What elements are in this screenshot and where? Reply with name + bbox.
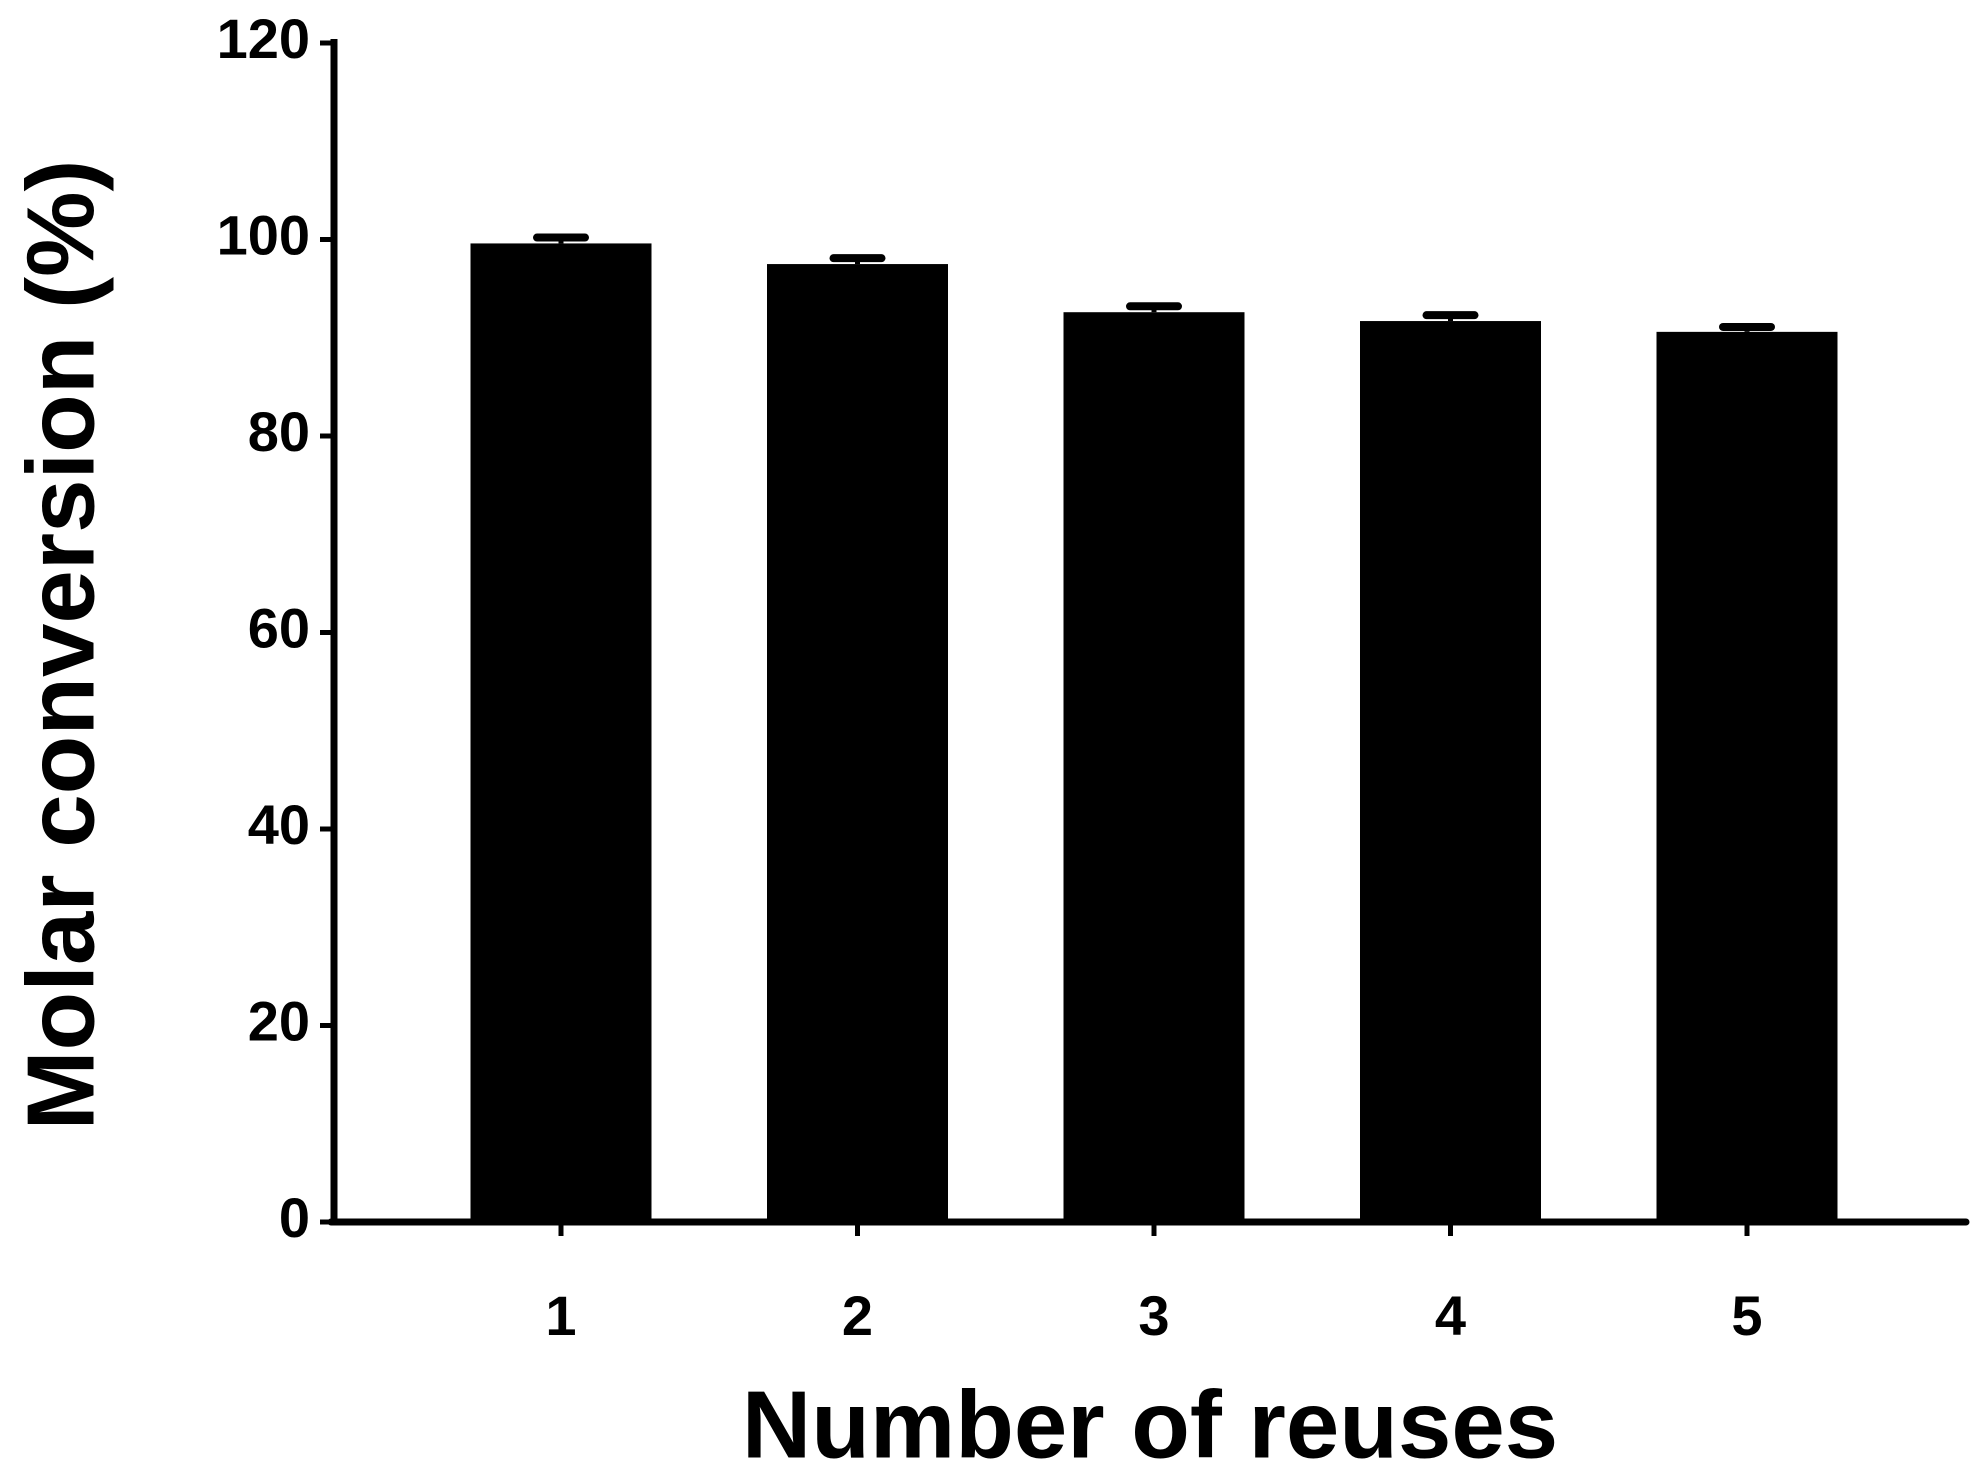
bar bbox=[1656, 331, 1838, 1223]
y-tick-label: 120 bbox=[217, 7, 310, 70]
x-tick-label: 5 bbox=[1731, 1284, 1762, 1347]
y-axis-title: Molar conversion (%) bbox=[7, 160, 114, 1131]
bar bbox=[1063, 312, 1245, 1223]
y-tick-label: 60 bbox=[248, 596, 310, 659]
y-tick-label: 100 bbox=[217, 203, 310, 266]
x-tick-label: 3 bbox=[1138, 1284, 1169, 1347]
bar bbox=[470, 243, 652, 1222]
x-axis-title: Number of reuses bbox=[742, 1371, 1558, 1478]
x-tick-label: 1 bbox=[545, 1284, 576, 1347]
bar bbox=[767, 264, 948, 1222]
y-tick-label: 40 bbox=[248, 793, 310, 856]
x-tick-label: 2 bbox=[842, 1284, 873, 1347]
y-tick-label: 0 bbox=[279, 1186, 310, 1249]
y-tick-label: 20 bbox=[248, 989, 310, 1052]
x-tick-label: 4 bbox=[1435, 1284, 1466, 1347]
y-tick-label: 80 bbox=[248, 400, 310, 463]
bar bbox=[1360, 321, 1541, 1222]
